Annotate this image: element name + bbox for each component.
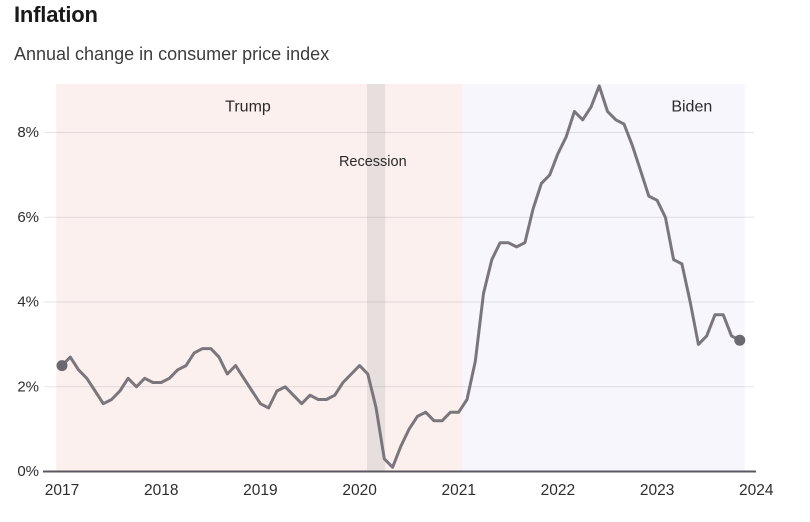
- y-axis-label-0pct: 0%: [17, 463, 39, 480]
- x-axis-label-2020: 2020: [342, 482, 377, 499]
- x-axis-label-2021: 2021: [441, 482, 475, 499]
- y-axis-label-6pct: 6%: [17, 209, 39, 226]
- page-subtitle: Annual change in consumer price index: [14, 44, 330, 64]
- x-axis-label-2022: 2022: [541, 482, 575, 499]
- end-point-dot: [734, 334, 746, 346]
- x-axis-label-2017: 2017: [45, 482, 79, 499]
- region-trump: [56, 84, 463, 472]
- region-biden: [462, 84, 745, 472]
- chart-header: Inflation Annual change in consumer pric…: [14, 0, 329, 66]
- cpi-line: [60, 84, 742, 469]
- annotation-trump: Trump: [225, 99, 271, 116]
- x-axis-label-2019: 2019: [243, 482, 277, 499]
- inflation-line-chart: Trump Biden Recession 0% 2% 4% 6% 8% 2017 2018 201…: [17, 84, 774, 499]
- annotation-biden: Biden: [671, 99, 712, 116]
- y-axis-label-4pct: 4%: [17, 294, 39, 311]
- region-recession: [367, 84, 386, 472]
- annotation-recession: Recession: [339, 154, 407, 170]
- x-axis-label-2023: 2023: [640, 482, 674, 499]
- page-title: Inflation: [14, 2, 98, 27]
- start-point-dot: [56, 360, 68, 372]
- y-axis-label-2pct: 2%: [17, 378, 39, 395]
- y-axis-label-8pct: 8%: [17, 124, 39, 141]
- x-axis-label-2024: 2024: [739, 482, 774, 499]
- x-axis-label-2018: 2018: [144, 482, 178, 499]
